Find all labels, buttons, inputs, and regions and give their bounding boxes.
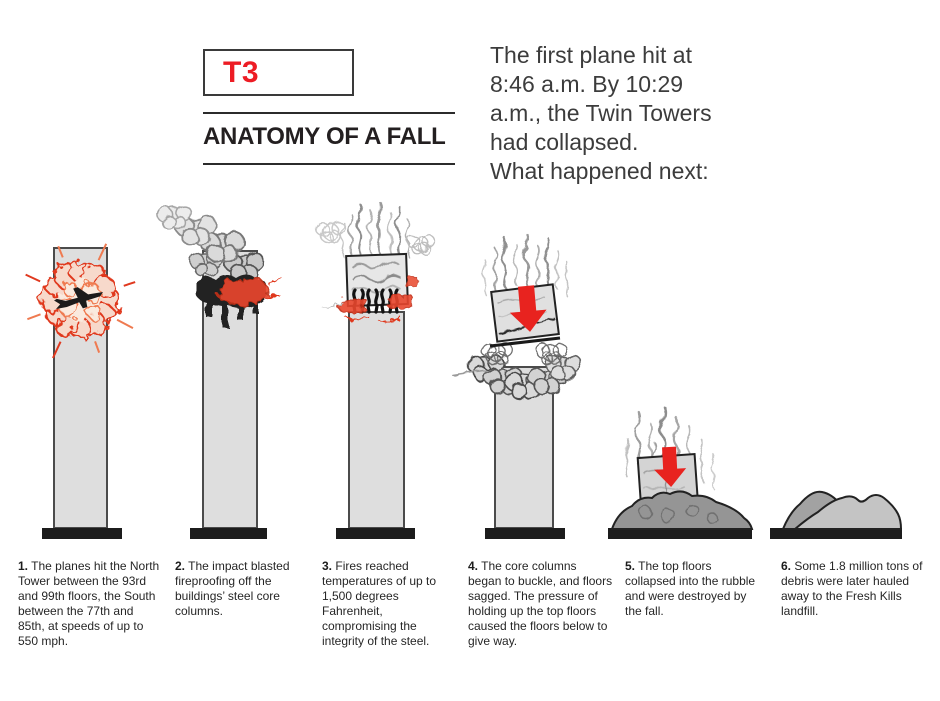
divider-line-bottom: [203, 163, 455, 165]
intro-text: The first plane hit at 8:46 a.m. By 10:2…: [490, 41, 820, 186]
caption-1-text: The planes hit the North Tower between t…: [18, 559, 160, 648]
tower-shaft: [348, 311, 405, 529]
caption-6-number: 6.: [781, 559, 792, 573]
collapse-sequence-illustration: [25, 200, 903, 539]
intro-line: The first plane hit at: [490, 42, 692, 68]
t3-logo-text: T3: [223, 56, 260, 89]
intro-line: What happened next:: [490, 158, 709, 184]
caption-6: 6. Some 1.8 million tons of debris were …: [781, 559, 929, 619]
stage-5-illustration: [608, 404, 754, 539]
tower-base: [485, 528, 565, 539]
rubble-icon: [610, 490, 754, 530]
tower-base: [608, 528, 752, 539]
caption-4-number: 4.: [468, 559, 479, 573]
rubble-texture: [638, 503, 718, 524]
smoke-icon: [315, 200, 436, 259]
smoke-ring-icon: [451, 342, 582, 401]
caption-6-text: Some 1.8 million tons of debris were lat…: [781, 559, 923, 618]
caption-2-text: The impact blasted fireproofing off the …: [175, 559, 290, 618]
caption-3-number: 3.: [322, 559, 333, 573]
caption-3: 3. Fires reached temperatures of up to 1…: [322, 559, 454, 649]
caption-2-number: 2.: [175, 559, 186, 573]
caption-5-number: 5.: [625, 559, 636, 573]
smoke-icon: [156, 204, 265, 282]
fire-icon: [321, 276, 420, 322]
caption-5-text: The top floors collapsed into the rubble…: [625, 559, 756, 618]
caption-1: 1. The planes hit the North Tower betwee…: [18, 559, 160, 649]
fire-icon: [216, 277, 283, 306]
t3-logo-box: T3: [203, 49, 354, 96]
tower-base: [336, 528, 415, 539]
tower-base: [770, 528, 902, 539]
caption-4-text: The core columns began to buckle, and fl…: [468, 559, 613, 648]
stage-4-illustration: [451, 232, 582, 539]
explosion-icon: [25, 243, 136, 359]
caption-3-text: Fires reached temperatures of up to 1,50…: [322, 559, 437, 648]
intro-line: 8:46 a.m. By 10:29: [490, 71, 684, 97]
tower-base: [42, 528, 122, 539]
tower-base: [190, 528, 267, 539]
caption-5: 5. The top floors collapsed into the rub…: [625, 559, 760, 619]
plane-icon: [54, 287, 103, 309]
stage-6-illustration: [770, 490, 903, 539]
page-title: ANATOMY OF A FALL: [203, 123, 446, 150]
caption-1-number: 1.: [18, 559, 29, 573]
caption-2: 2. The impact blasted fireproofing off t…: [175, 559, 305, 619]
stage-3-illustration: [315, 200, 436, 539]
stage-2-illustration: [156, 204, 283, 539]
rubble-front-mound: [792, 494, 903, 530]
falling-slab: [489, 336, 561, 348]
intro-line: a.m., the Twin Towers: [490, 100, 712, 126]
stage-1-illustration: [25, 243, 136, 539]
divider-line-top: [203, 112, 455, 114]
intro-line: had collapsed.: [490, 129, 639, 155]
caption-4: 4. The core columns began to buckle, and…: [468, 559, 613, 649]
